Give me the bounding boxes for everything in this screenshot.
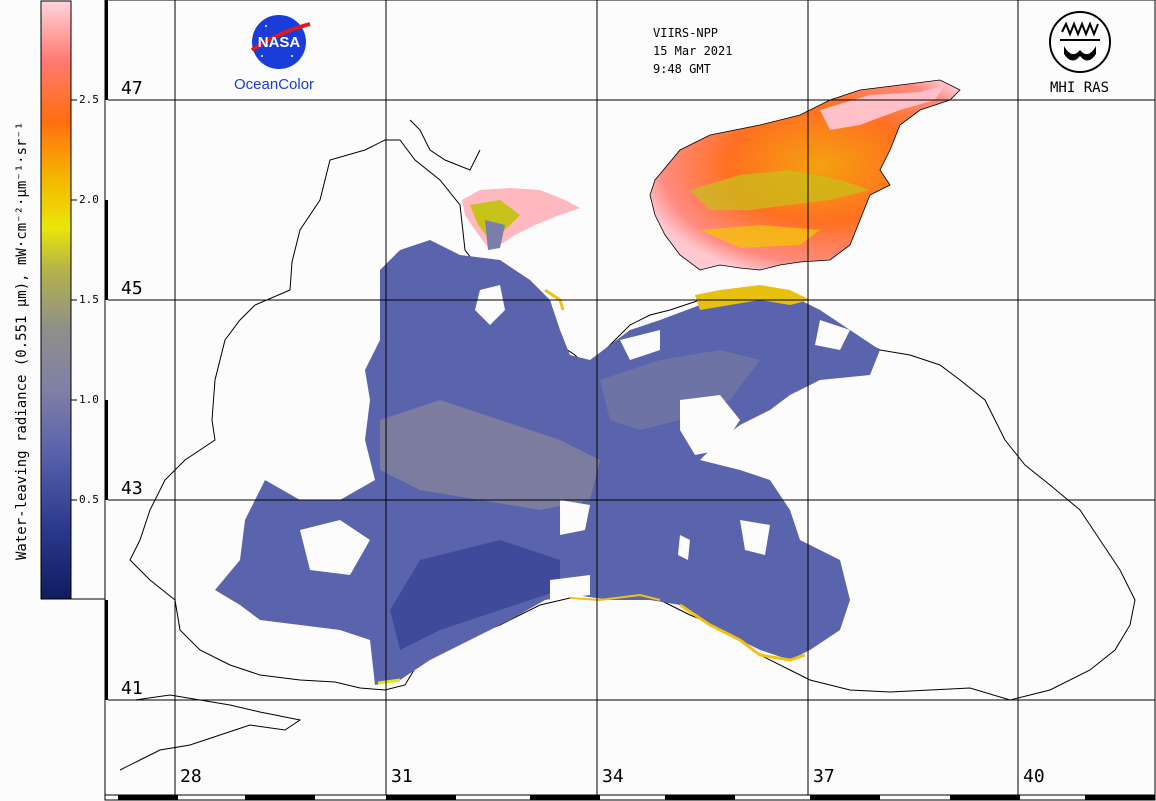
mhi-ras-caption: MHI RAS xyxy=(1050,80,1110,96)
longitude-label-37: 37 xyxy=(813,766,835,787)
colorbar xyxy=(40,0,72,600)
latitude-label-43: 43 xyxy=(119,478,145,499)
colorbar-tick-label: 1.5 xyxy=(79,293,99,306)
longitude-label-34: 34 xyxy=(602,766,624,787)
graticule xyxy=(108,0,1155,795)
nasa-oceancolor-caption: OceanColor xyxy=(234,76,315,93)
svg-text:NASA: NASA xyxy=(258,34,301,51)
colorbar-tick-label: 1.0 xyxy=(79,393,99,406)
bottom-scale-bar xyxy=(104,794,1156,801)
left-scale-bar xyxy=(105,0,108,700)
colorbar-tick-label: 2.5 xyxy=(79,93,99,106)
time-label: 9:48 GMT xyxy=(653,62,711,76)
sensor-label: VIIRS-NPP xyxy=(653,26,719,40)
latitude-label-41: 41 xyxy=(119,678,145,699)
nasa-logo: NASA xyxy=(250,15,311,69)
latitude-label-45: 45 xyxy=(119,278,145,299)
mhi-ras-logo xyxy=(1049,11,1111,73)
colorbar-tick-label: 2.0 xyxy=(79,193,99,206)
longitude-label-28: 28 xyxy=(180,766,202,787)
longitude-label-31: 31 xyxy=(391,766,413,787)
latitude-label-47: 47 xyxy=(119,78,145,99)
image-info: VIIRS-NPP 15 Mar 2021 9:48 GMT xyxy=(653,24,732,78)
colorbar-tick-label: 0.5 xyxy=(79,493,99,506)
colorbar-title: Water-leaving radiance (0.551 µm), mW·cm… xyxy=(14,121,30,560)
date-label: 15 Mar 2021 xyxy=(653,44,733,58)
longitude-label-40: 40 xyxy=(1023,766,1045,787)
